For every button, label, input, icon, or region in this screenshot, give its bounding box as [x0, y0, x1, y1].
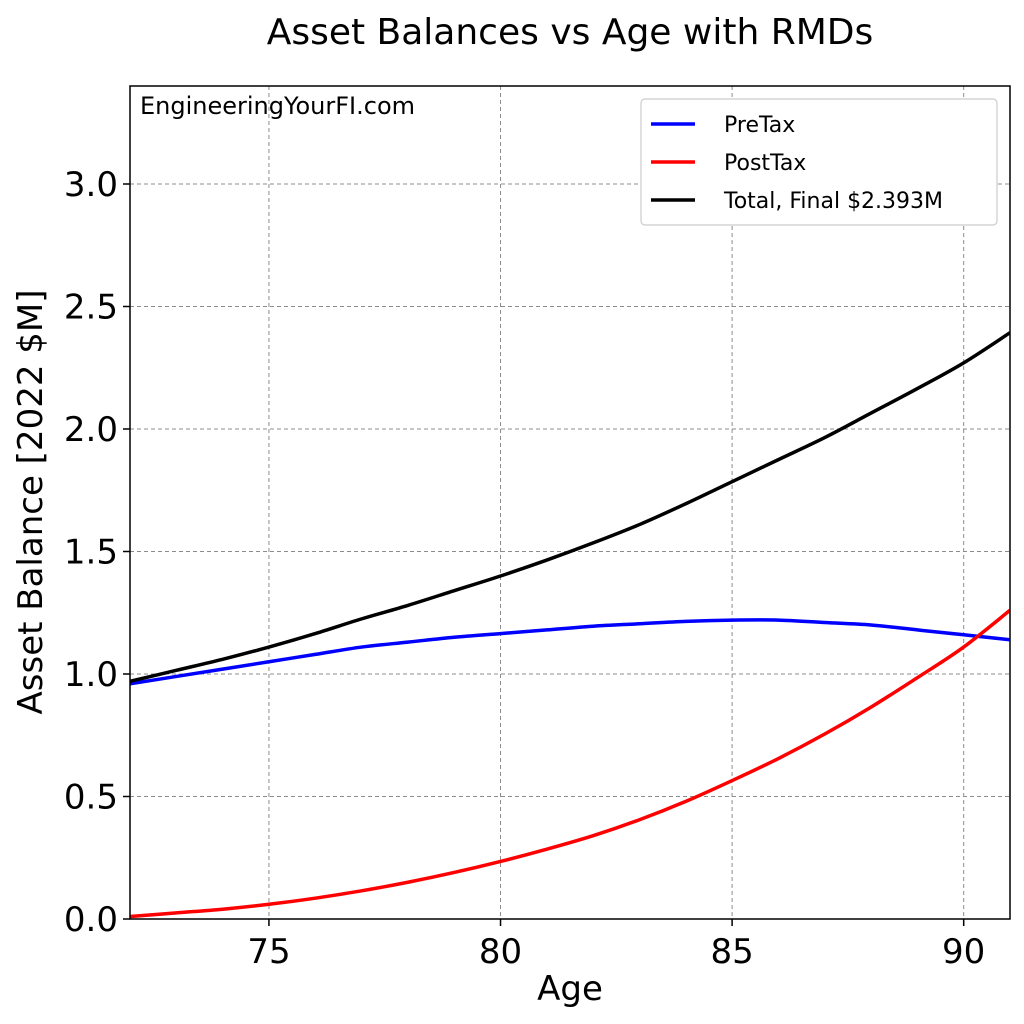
y-tick-label: 2.5 [64, 288, 118, 328]
plot-frame [129, 85, 1011, 920]
y-tick-label: 1.5 [64, 533, 118, 573]
legend-label: PostTax [724, 151, 806, 176]
y-tick-label: 1.0 [64, 655, 118, 695]
watermark: EngineeringYourFI.com [140, 92, 415, 120]
series-lines [130, 331, 1010, 919]
y-tick-label: 3.0 [64, 165, 118, 205]
axis-ticks: 75 80 85 90 0.0 0.5 1.0 1.5 2.0 2.5 3.0 [64, 165, 985, 972]
y-tick-label: 2.0 [64, 410, 118, 450]
x-tick-label: 75 [247, 932, 290, 972]
series-line-posttax [130, 608, 1010, 919]
x-tick-label: 85 [710, 932, 753, 972]
series-line-pretax [130, 618, 1010, 686]
legend-label: Total, Final $2.393M [723, 189, 943, 214]
legend-label: PreTax [724, 113, 795, 138]
x-tick-label: 90 [942, 932, 985, 972]
series-line-total [130, 331, 1010, 684]
y-tick-label: 0.0 [64, 900, 118, 940]
legend: PreTax PostTax Total, Final $2.393M [640, 98, 998, 226]
x-axis-label: Age [537, 969, 603, 1009]
x-tick-label: 80 [479, 932, 522, 972]
y-axis-label: Asset Balance [2022 $M] [11, 290, 51, 715]
legend-box [640, 98, 998, 226]
y-tick-label: 0.5 [64, 778, 118, 818]
chart-title: Asset Balances vs Age with RMDs [267, 12, 874, 53]
